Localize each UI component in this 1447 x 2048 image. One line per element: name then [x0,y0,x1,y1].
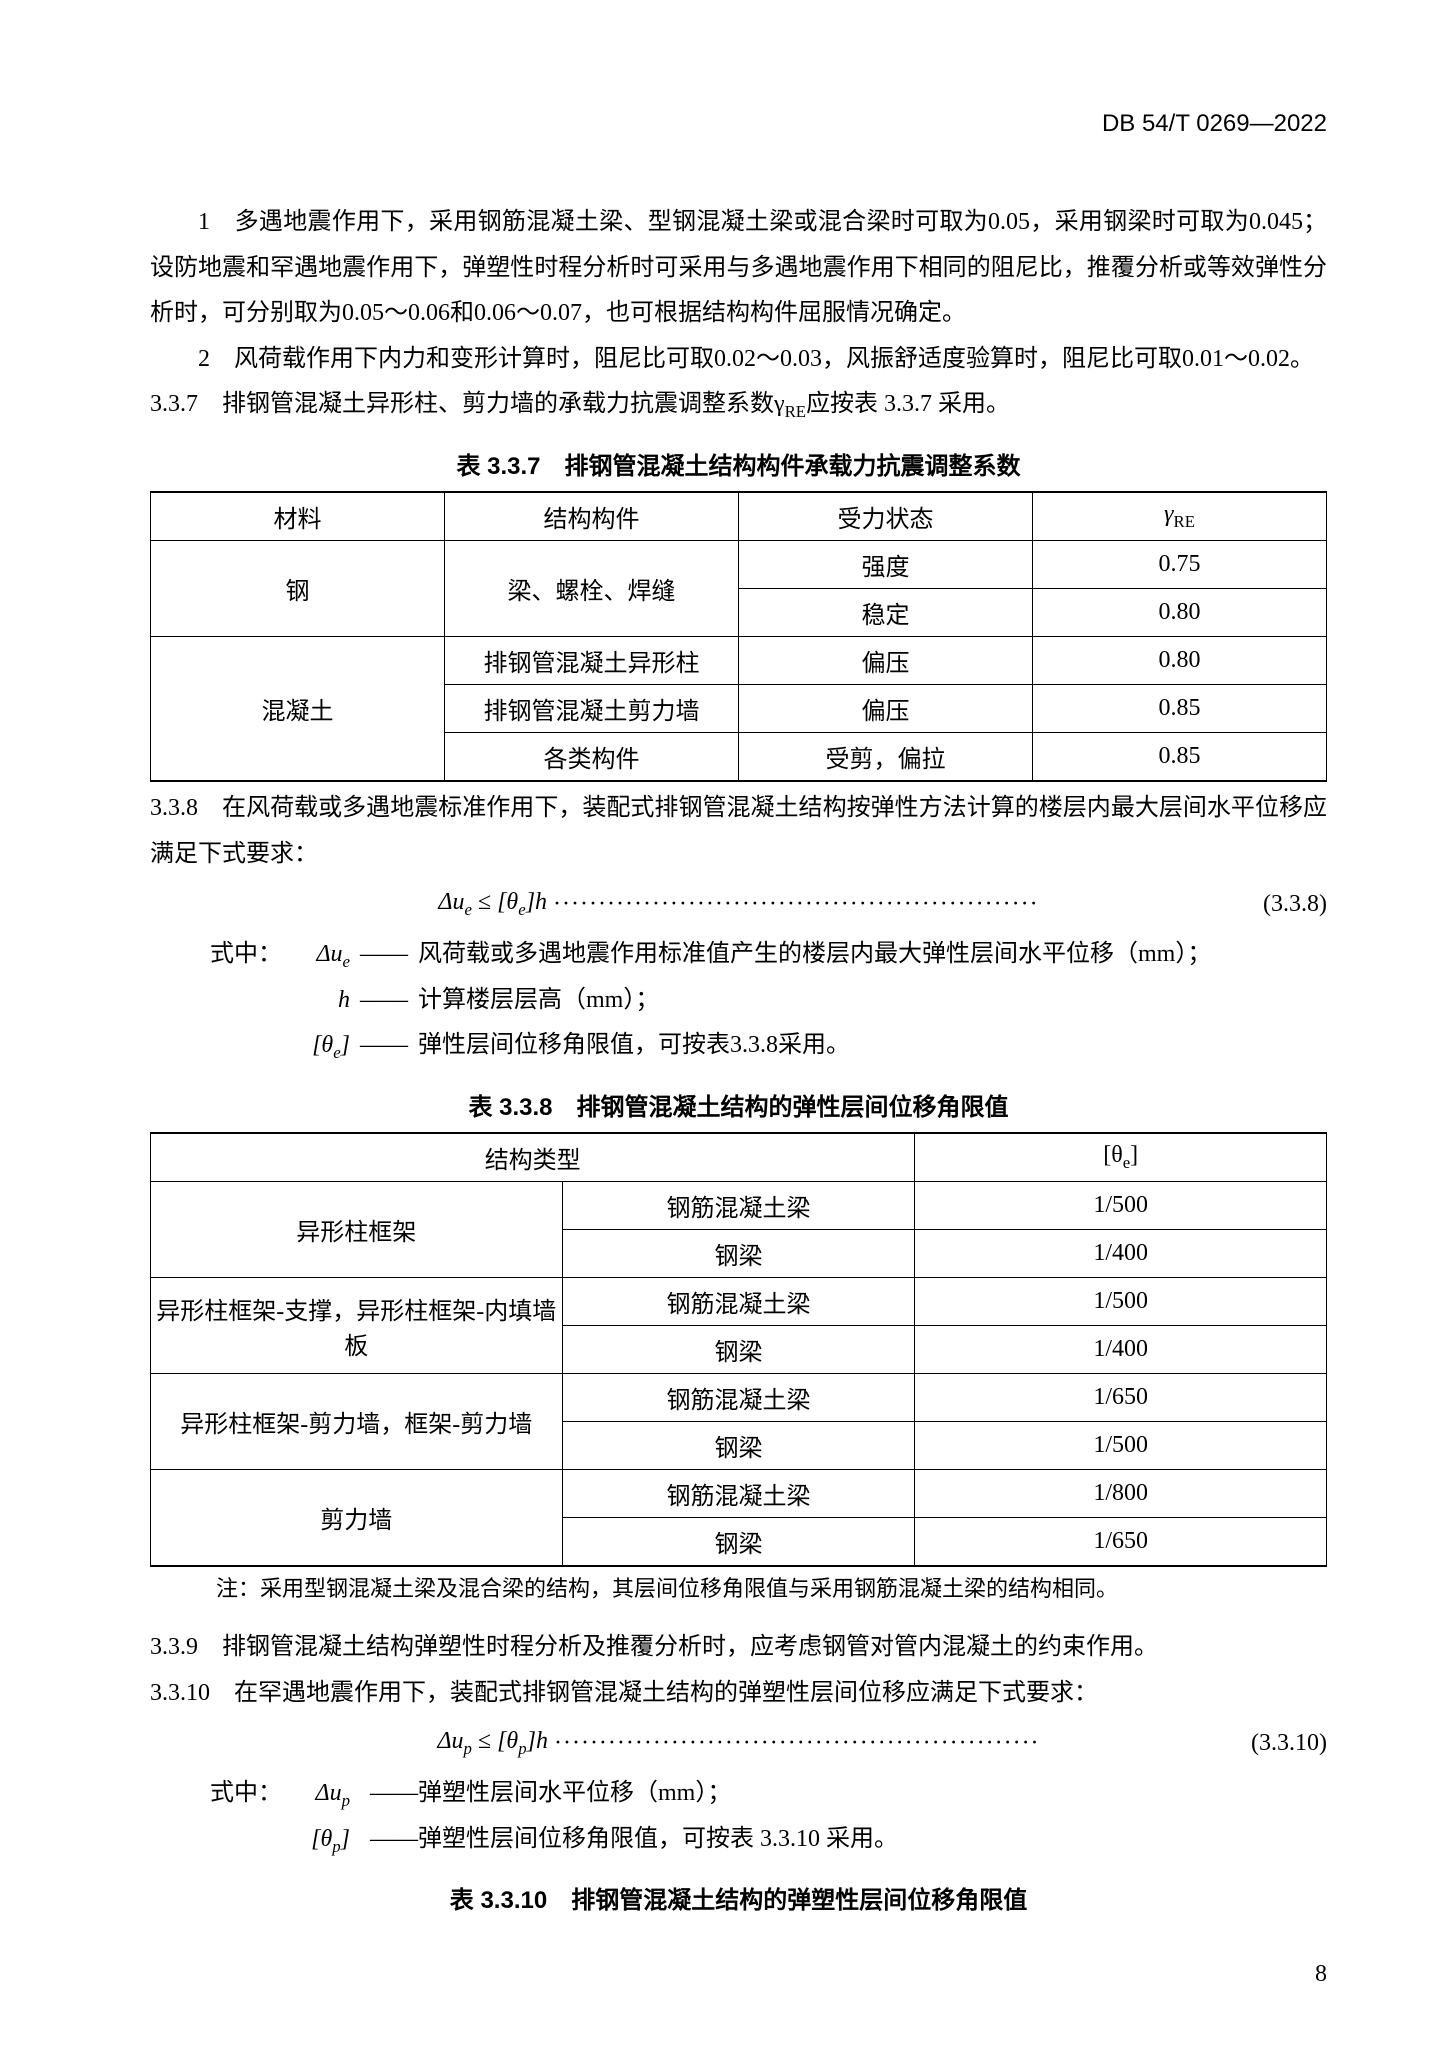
clause-337-suffix: 应按表 3.3.7 采用。 [806,391,1010,417]
clause-3310: 3.3.10 在罕遇地震作用下，装配式排钢管混凝土结构的弹塑性层间位移应满足下式… [150,1671,1327,1717]
clause-339-text: 排钢管混凝土结构弹塑性时程分析及推覆分析时，应考虑钢管对管内混凝土的约束作用。 [198,1634,1158,1660]
table-337: 材料 结构构件 受力状态 γRE 钢 梁、螺栓、焊缝 强度 0.75 稳定 0.… [150,491,1327,782]
t337-r2-state1: 偏压 [739,637,1033,685]
t338-g3-r1b: 钢筋混凝土梁 [562,1470,915,1518]
t338-h2: [θe] [915,1133,1327,1182]
clause-338-num: 3.3.8 [150,795,198,821]
t337-r1-val2: 0.80 [1033,589,1327,637]
t338-g2-r2v: 1/500 [915,1422,1327,1470]
t337-r1-val1: 0.75 [1033,541,1327,589]
clause-337-num: 3.3.7 [150,391,198,417]
t337-r2-state3: 受剪，偏拉 [739,733,1033,782]
formula-3310-dots: ········································… [554,1730,1040,1757]
table-3310-title: 表 3.3.10 排钢管混凝土结构的弹塑性层间位移角限值 [150,1880,1327,1915]
t337-r2-comp1: 排钢管混凝土异形柱 [445,637,739,685]
t338-g1-r2b: 钢梁 [562,1326,915,1374]
formula-338-num: (3.3.8) [1263,891,1327,918]
t337-h2: 结构构件 [445,492,739,541]
t338-g3-type: 剪力墙 [151,1470,563,1567]
t337-h1: 材料 [151,492,445,541]
sym-338-0-desc: 风荷载或多遇地震作用标准值产生的楼层内最大弹性层间水平位移（mm）； [418,932,1211,978]
clause-337-text: 排钢管混凝土异形柱、剪力墙的承载力抗震调整系数γ [198,391,785,417]
sym-3310-1-desc: ——弹塑性层间位移角限值，可按表 3.3.10 采用。 [350,1817,898,1863]
sym-338-2-desc: 弹性层间位移角限值，可按表3.3.8采用。 [418,1023,850,1069]
t338-g2-r2b: 钢梁 [562,1422,915,1470]
clause-338-text: 在风荷载或多遇地震标准作用下，装配式排钢管混凝土结构按弹性方法计算的楼层内最大层… [150,795,1327,867]
t338-g0-r2b: 钢梁 [562,1230,915,1278]
para-item-1: 1 多遇地震作用下，采用钢筋混凝土梁、型钢混凝土梁或混合梁时可取为0.05，采用… [150,200,1327,337]
table-338-note: 注：采用型钢混凝土梁及混合梁的结构，其层间位移角限值与采用钢筋混凝土梁的结构相同… [216,1571,1327,1603]
table-338: 结构类型 [θe] 异形柱框架 钢筋混凝土梁 1/500 钢梁 1/400 异形… [150,1132,1327,1567]
sym-3310-0-desc: ——弹塑性层间水平位移（mm）； [350,1771,731,1817]
t338-g3-r1v: 1/800 [915,1470,1327,1518]
t338-g3-r2v: 1/650 [915,1518,1327,1567]
formula-3310: Δup ≤ [θp]h ····························… [150,1728,1327,1759]
para-item-2: 2 风荷载作用下内力和变形计算时，阻尼比可取0.02～0.03，风振舒适度验算时… [150,337,1327,383]
t337-r1-state1: 强度 [739,541,1033,589]
t337-r1-comp: 梁、螺栓、焊缝 [445,541,739,637]
page-number: 8 [1315,1961,1327,1988]
doc-code: DB 54/T 0269—2022 [1102,110,1327,138]
t337-r2-val3: 0.85 [1033,733,1327,782]
t337-r1-state2: 稳定 [739,589,1033,637]
clause-338: 3.3.8 在风荷载或多遇地震标准作用下，装配式排钢管混凝土结构按弹性方法计算的… [150,786,1327,877]
t338-g0-type: 异形柱框架 [151,1182,563,1278]
t337-h3: 受力状态 [739,492,1033,541]
formula-338: Δue ≤ [θe]h ····························… [150,889,1327,920]
t337-r2-material: 混凝土 [151,637,445,782]
t338-g2-r1b: 钢筋混凝土梁 [562,1374,915,1422]
clause-3310-num: 3.3.10 [150,1680,210,1706]
clause-337-sub: RE [785,402,806,421]
t337-r2-val2: 0.85 [1033,685,1327,733]
t337-r1-material: 钢 [151,541,445,637]
sym-338-1-desc: 计算楼层层高（mm）； [418,978,659,1024]
t337-r2-comp3: 各类构件 [445,733,739,782]
t338-g1-type: 异形柱框架-支撑，异形柱框架-内填墙板 [151,1278,563,1374]
symbol-list-3310: 式中： Δup ——弹塑性层间水平位移（mm）； [θp] ——弹塑性层间位移角… [210,1771,1327,1862]
t338-g2-r1v: 1/650 [915,1374,1327,1422]
t338-g0-r1v: 1/500 [915,1182,1327,1230]
clause-339-num: 3.3.9 [150,1634,198,1660]
clause-339: 3.3.9 排钢管混凝土结构弹塑性时程分析及推覆分析时，应考虑钢管对管内混凝土的… [150,1625,1327,1671]
clause-3310-text: 在罕遇地震作用下，装配式排钢管混凝土结构的弹塑性层间位移应满足下式要求： [210,1680,1098,1706]
clause-337: 3.3.7 排钢管混凝土异形柱、剪力墙的承载力抗震调整系数γRE应按表 3.3.… [150,382,1327,428]
sym-3310-intro: 式中： [210,1771,290,1817]
t338-g2-type: 异形柱框架-剪力墙，框架-剪力墙 [151,1374,563,1470]
t338-g0-r1b: 钢筋混凝土梁 [562,1182,915,1230]
symbol-list-338: 式中： Δue —— 风荷载或多遇地震作用标准值产生的楼层内最大弹性层间水平位移… [210,932,1327,1069]
sym-intro: 式中： [210,932,290,978]
t338-g3-r2b: 钢梁 [562,1518,915,1567]
t337-r2-state2: 偏压 [739,685,1033,733]
t337-r2-val1: 0.80 [1033,637,1327,685]
t338-g1-r1b: 钢筋混凝土梁 [562,1278,915,1326]
table-338-title: 表 3.3.8 排钢管混凝土结构的弹性层间位移角限值 [150,1087,1327,1122]
t338-g1-r2v: 1/400 [915,1326,1327,1374]
t338-g0-r2v: 1/400 [915,1230,1327,1278]
formula-3310-num: (3.3.10) [1251,1730,1327,1757]
t337-r2-comp2: 排钢管混凝土剪力墙 [445,685,739,733]
t338-g1-r1v: 1/500 [915,1278,1327,1326]
formula-338-dots: ········································… [553,891,1039,918]
t338-h1: 结构类型 [151,1133,915,1182]
t337-h4: γRE [1033,492,1327,541]
table-337-title: 表 3.3.7 排钢管混凝土结构构件承载力抗震调整系数 [150,446,1327,481]
